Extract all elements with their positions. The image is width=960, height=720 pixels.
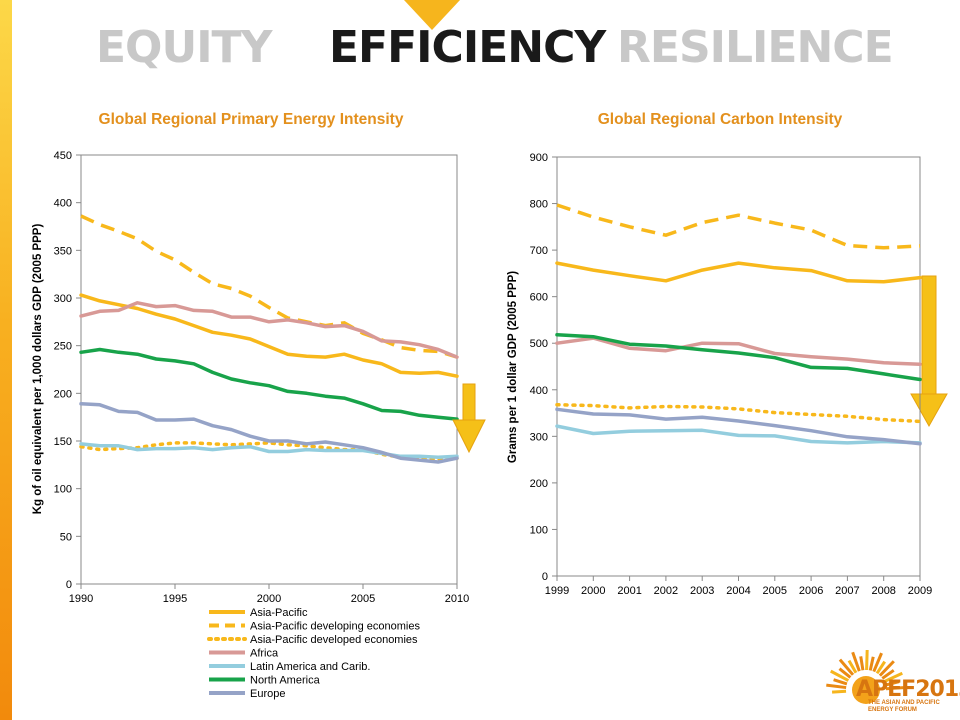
chart2-y-tick-label: 900 <box>530 152 548 164</box>
chart2-series-line-3 <box>555 336 922 366</box>
chart2-y-tick-label: 100 <box>530 524 548 536</box>
chart1-y-tick-label: 100 <box>54 484 72 496</box>
sun-ray <box>833 678 848 686</box>
legend-label-0: Asia-Pacific <box>250 607 308 619</box>
sun-ray <box>847 659 858 674</box>
chart2-y-tick-label: 300 <box>530 431 548 443</box>
selection-marker <box>404 0 460 30</box>
chart2-y-tick-label: 600 <box>530 292 548 304</box>
decrease-arrow-right <box>910 275 948 428</box>
chart2-title: Global Regional Carbon Intensity <box>597 111 843 128</box>
chart2-y-tick-label: 400 <box>530 385 548 397</box>
chart2-series-line-0 <box>555 261 922 284</box>
slide-header: EQUITY EFFICIENCY RESILIENCE <box>0 22 960 82</box>
chart1-y-tick-label: 450 <box>54 150 72 162</box>
chart1-y-axis-label: Kg of oil equivalent per 1,000 dollars G… <box>32 224 44 515</box>
chart2-y-tick-label: 800 <box>530 199 548 211</box>
sun-ray <box>883 671 903 683</box>
chart1-y-tick-label: 150 <box>54 436 72 448</box>
chart2-plot-area <box>556 156 921 577</box>
sun-ray <box>885 685 907 691</box>
sun-ray <box>872 652 883 673</box>
sun-ray <box>859 656 865 671</box>
apef-logo-subtitle: THE ASIAN AND PACIFIC ENERGY FORUM <box>868 700 940 713</box>
chart1-series-line-3 <box>79 301 459 359</box>
legend-label-3: Africa <box>250 648 279 660</box>
chart1-series-line-0 <box>79 293 459 378</box>
legend-label-4: Latin America and Carib. <box>250 661 370 673</box>
chart2-series-line-6 <box>555 407 922 446</box>
chart2-y-tick-label: 200 <box>530 478 548 490</box>
chart1-y-tick-label: 50 <box>60 531 72 543</box>
chart2-x-tick-label: 2008 <box>871 585 895 597</box>
chart1-x-tick-label: 2010 <box>445 593 469 605</box>
chart1-title: Global Regional Primary Energy Intensity <box>98 111 404 128</box>
sun-ray <box>838 667 852 679</box>
chart1-y-tick-label: 250 <box>54 341 72 353</box>
chart1-series-line-6 <box>79 402 459 464</box>
chart2-series-line-1 <box>556 203 921 250</box>
left-accent-bar <box>0 0 12 720</box>
chart2-y-axis-label: Grams per 1 dollar GDP (2005 PPP) <box>507 271 519 463</box>
apef-logo-sun-icon <box>826 649 907 704</box>
chart1-x-tick-label: 1990 <box>69 593 93 605</box>
chart2-y-tick-label: 0 <box>542 571 548 583</box>
sun-ray <box>878 660 895 677</box>
chart2-x-tick-label: 2002 <box>654 585 678 597</box>
chart2-series-line-2 <box>555 402 922 424</box>
chart1-y-tick-label: 200 <box>54 388 72 400</box>
chart1-x-tick-label: 2000 <box>257 593 281 605</box>
apef-logo: APEF2013 <box>856 677 960 702</box>
decrease-arrow-left <box>452 383 486 454</box>
chart2-x-tick-label: 2009 <box>908 585 932 597</box>
sun-ray <box>868 656 875 671</box>
chart2-x-tick-label: 2000 <box>581 585 605 597</box>
chart2-y-tick-label: 500 <box>530 338 548 350</box>
chart2-x-tick-label: 2006 <box>799 585 823 597</box>
chart1-y-tick-label: 0 <box>66 579 72 591</box>
chart2-x-tick-label: 1999 <box>545 585 569 597</box>
sun-ray <box>875 660 886 675</box>
chart1-x-tick-label: 1995 <box>163 593 187 605</box>
sun-ray <box>838 658 855 676</box>
sun-ray <box>826 683 847 690</box>
header-resilience: RESILIENCE <box>617 22 894 73</box>
chart2-series-line-5 <box>555 333 922 382</box>
sun-ray <box>885 680 900 687</box>
chart2-x-tick-label: 2007 <box>835 585 859 597</box>
chart2-y-tick-label: 700 <box>530 245 548 257</box>
sun-core <box>852 676 880 704</box>
sun-ray <box>865 649 869 671</box>
sun-ray <box>831 689 847 694</box>
sun-ray <box>881 669 895 680</box>
chart2-x-tick-label: 2005 <box>763 585 787 597</box>
chart1-y-tick-label: 300 <box>54 293 72 305</box>
chart1-y-tick-label: 400 <box>54 198 72 210</box>
chart1-x-tick-label: 2005 <box>351 593 375 605</box>
sun-ray <box>851 651 861 672</box>
chart2-series-line-4 <box>555 424 922 445</box>
chart2-x-tick-label: 2003 <box>690 585 714 597</box>
chart1-y-tick-label: 350 <box>54 245 72 257</box>
chart1-series-line-5 <box>79 347 459 421</box>
header-equity: EQUITY <box>96 22 272 73</box>
legend-label-1: Asia-Pacific developing economies <box>250 621 420 633</box>
header-efficiency: EFFICIENCY <box>329 22 606 73</box>
chart2-x-tick-label: 2001 <box>617 585 641 597</box>
chart2-x-tick-label: 2004 <box>726 585 750 597</box>
legend-label-5: North America <box>250 675 321 687</box>
sun-ray <box>830 669 850 682</box>
legend-label-6: Europe <box>250 688 285 700</box>
legend-label-2: Asia-Pacific developed economies <box>250 634 418 646</box>
chart1-series-line-1 <box>80 214 458 359</box>
